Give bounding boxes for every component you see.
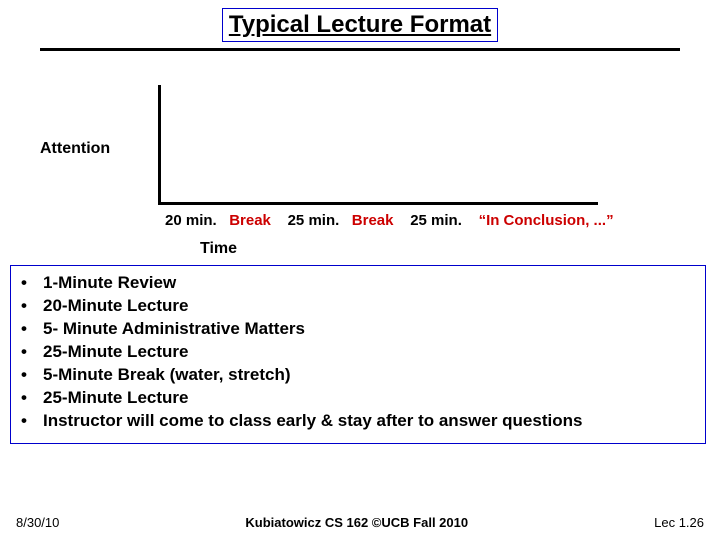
- footer-course: Kubiatowicz CS 162 ©UCB Fall 2010: [59, 515, 654, 530]
- bullet-text: 25-Minute Lecture: [43, 341, 695, 364]
- bullet-text: 1-Minute Review: [43, 272, 695, 295]
- bullet-text: 20-Minute Lecture: [43, 295, 695, 318]
- seg-20min: 20 min.: [165, 212, 217, 229]
- seg-break1: Break: [229, 212, 271, 229]
- y-axis-label: Attention: [40, 140, 110, 158]
- footer-date: 8/30/10: [16, 515, 59, 530]
- attention-chart: [158, 85, 598, 205]
- x-axis-labels: 20 min. Break 25 min. Break 25 min. “In …: [165, 212, 695, 229]
- list-item: •25-Minute Lecture: [21, 387, 695, 410]
- list-item: •20-Minute Lecture: [21, 295, 695, 318]
- list-item: •Instructor will come to class early & s…: [21, 410, 695, 433]
- title-underline: [40, 48, 680, 51]
- footer-page: Lec 1.26: [654, 515, 704, 530]
- list-item: •5-Minute Break (water, stretch): [21, 364, 695, 387]
- y-axis: [158, 85, 161, 205]
- bullet-list: •1-Minute Review •20-Minute Lecture •5- …: [10, 265, 706, 444]
- x-axis: [158, 202, 598, 205]
- seg-break2: Break: [352, 212, 394, 229]
- seg-25min2: 25 min.: [410, 212, 462, 229]
- seg-25min1: 25 min.: [288, 212, 340, 229]
- bullet-text: 25-Minute Lecture: [43, 387, 695, 410]
- list-item: •1-Minute Review: [21, 272, 695, 295]
- slide-title: Typical Lecture Format: [222, 8, 498, 42]
- list-item: •5- Minute Administrative Matters: [21, 318, 695, 341]
- bullet-text: Instructor will come to class early & st…: [43, 410, 695, 433]
- bullet-text: 5-Minute Break (water, stretch): [43, 364, 695, 387]
- bullet-text: 5- Minute Administrative Matters: [43, 318, 695, 341]
- x-axis-title: Time: [200, 240, 237, 258]
- slide-footer: 8/30/10 Kubiatowicz CS 162 ©UCB Fall 201…: [0, 515, 720, 530]
- list-item: •25-Minute Lecture: [21, 341, 695, 364]
- seg-conclusion: “In Conclusion, ...”: [479, 212, 614, 229]
